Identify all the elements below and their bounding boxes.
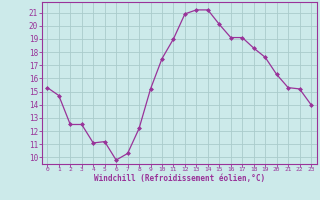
X-axis label: Windchill (Refroidissement éolien,°C): Windchill (Refroidissement éolien,°C) bbox=[94, 174, 265, 183]
